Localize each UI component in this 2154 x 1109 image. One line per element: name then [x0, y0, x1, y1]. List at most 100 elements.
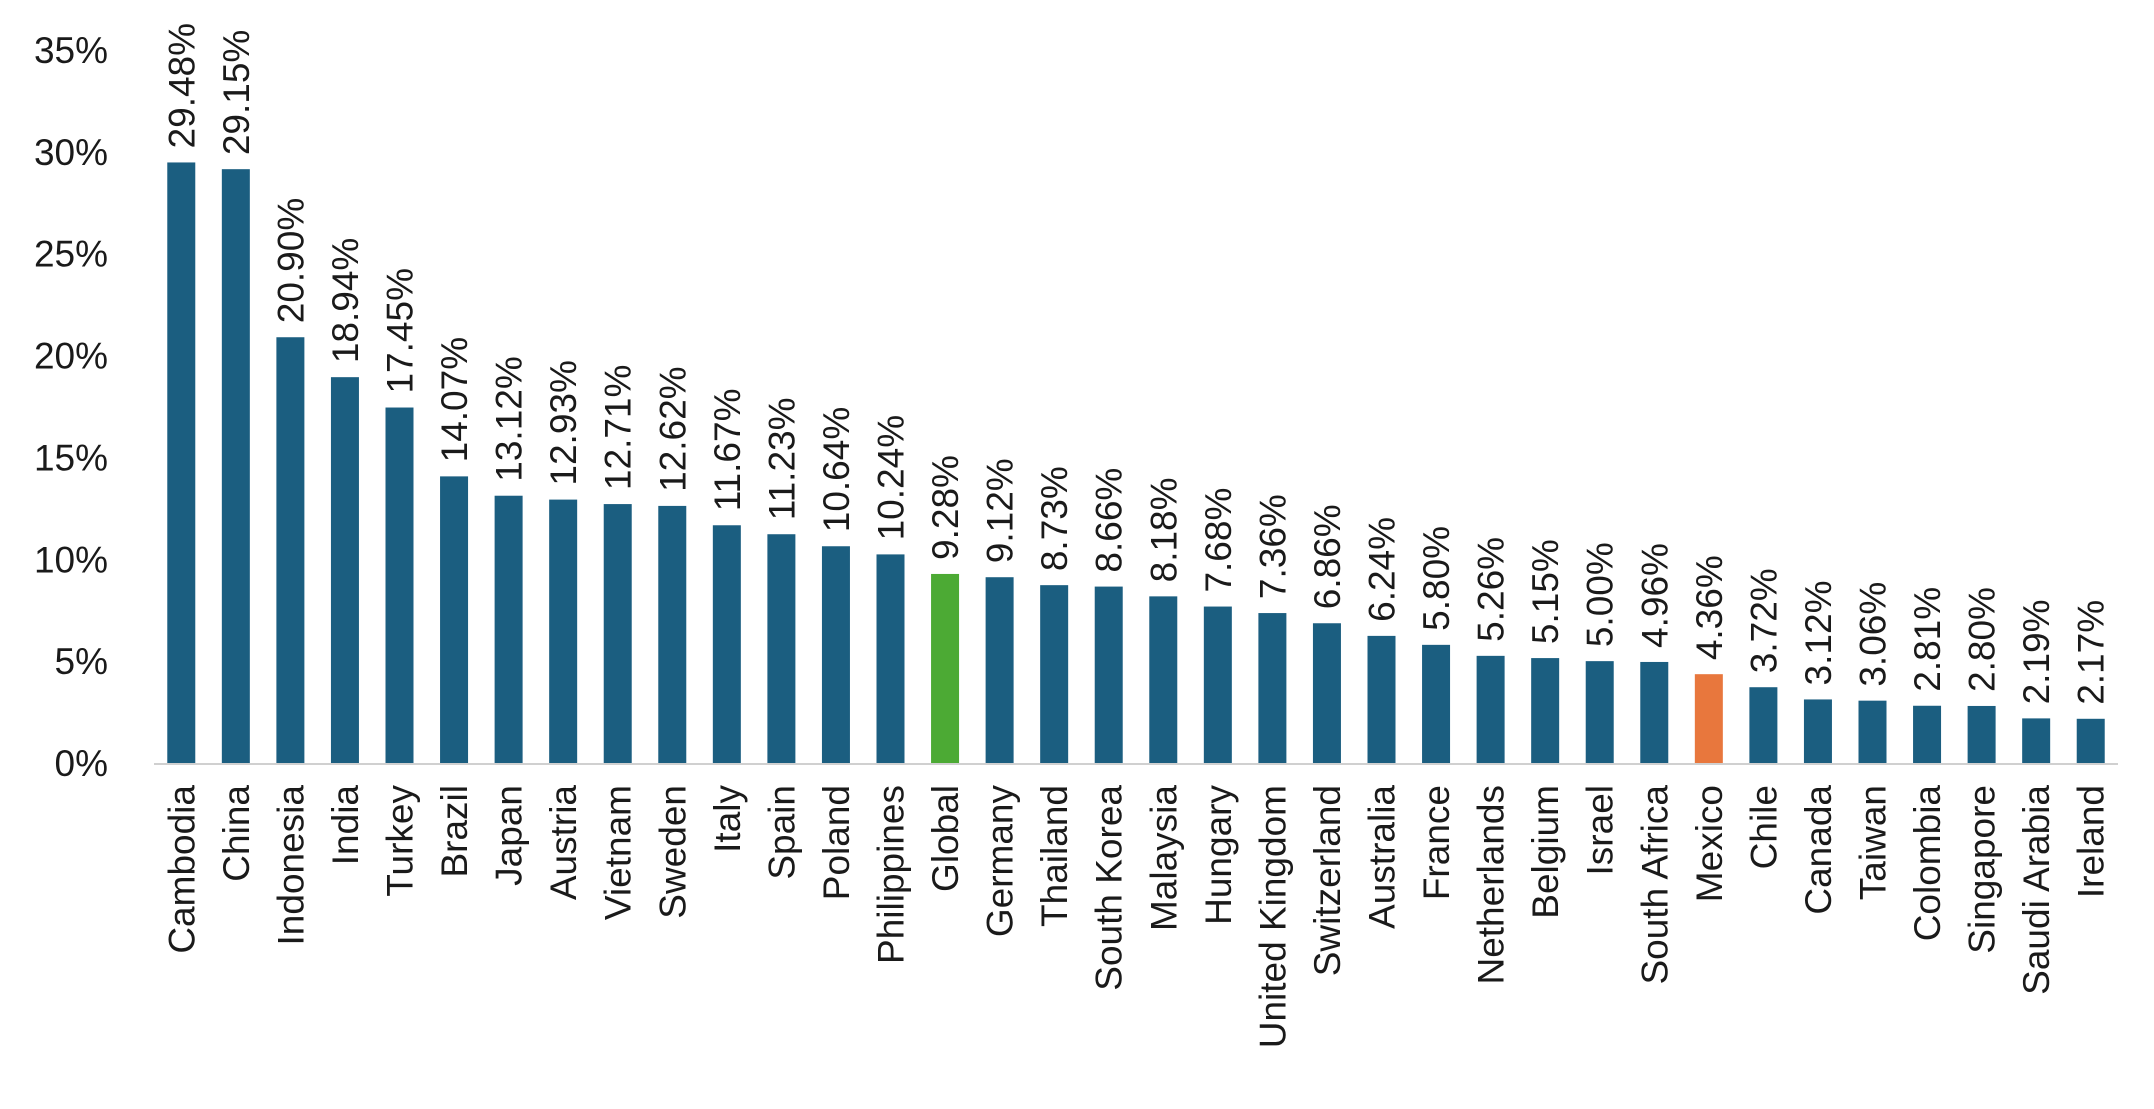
x-tick-label: Turkey [380, 785, 421, 897]
data-label: 6.24% [1362, 517, 1403, 622]
bar [1203, 606, 1232, 763]
bar [821, 546, 850, 763]
bar [330, 377, 359, 763]
bar [1422, 644, 1451, 763]
y-tick-label: 30% [34, 132, 108, 173]
data-label: 11.23% [761, 397, 802, 520]
data-label: 7.68% [1198, 488, 1239, 593]
bar [221, 169, 250, 763]
data-label: 17.45% [380, 268, 421, 394]
data-label: 7.36% [1252, 494, 1293, 599]
x-axis: Cambodia China Indonesia India Turkey Brazil J… [161, 785, 2111, 1049]
bar [1967, 705, 1996, 763]
data-label: 5.26% [1471, 537, 1512, 642]
x-tick-label: Spain [761, 785, 802, 880]
bar [385, 407, 414, 763]
data-label: 13.12% [489, 356, 530, 482]
x-tick-label: Belgium [1525, 785, 1566, 919]
bar [1040, 585, 1069, 763]
x-tick-label: Switzerland [1307, 785, 1348, 976]
x-tick-label: Taiwan [1853, 785, 1894, 900]
x-tick-label: Ireland [2071, 785, 2112, 898]
x-tick-label: Saudi Arabia [2016, 785, 2057, 995]
x-tick-label: China [216, 785, 257, 882]
y-tick-label: 20% [34, 336, 108, 377]
bar [276, 337, 305, 763]
x-tick-label: Japan [489, 785, 530, 886]
x-tick-label: France [1416, 785, 1457, 900]
x-tick-label: South Korea [1089, 785, 1130, 991]
bar [1858, 700, 1887, 763]
data-label: 3.72% [1743, 568, 1784, 673]
x-tick-label: Malaysia [1143, 785, 1184, 931]
data-label: 5.15% [1525, 539, 1566, 644]
x-tick-label: Netherlands [1471, 785, 1512, 985]
x-tick-label: Sweden [652, 785, 693, 919]
x-tick-label: Thailand [1034, 785, 1075, 927]
bar [549, 499, 578, 763]
x-tick-label: Vietnam [598, 785, 639, 920]
x-tick-label: Italy [707, 785, 748, 853]
x-tick-label: South Africa [1634, 785, 1675, 985]
data-label: 2.17% [2071, 600, 2112, 705]
y-axis: 0% 5% 10% 15% 20% 25% 30% 35% [34, 30, 108, 784]
x-tick-label: Global [925, 785, 966, 892]
bar [767, 534, 796, 763]
data-label: 12.93% [543, 360, 584, 486]
bar [1913, 705, 1942, 763]
data-label: 10.24% [871, 415, 912, 541]
x-tick-label: Singapore [1962, 785, 2003, 954]
data-label: 2.19% [2016, 599, 2057, 704]
data-label: 20.90% [270, 198, 311, 324]
data-label: 5.00% [1580, 542, 1621, 647]
bar [167, 162, 196, 763]
bar [985, 577, 1014, 763]
data-label: 9.12% [980, 458, 1021, 563]
x-tick-label: Hungary [1198, 785, 1239, 925]
x-tick-label: Chile [1743, 785, 1784, 869]
data-label: 4.36% [1689, 555, 1730, 660]
data-label: 4.96% [1634, 543, 1675, 648]
data-label: 2.81% [1907, 587, 1948, 692]
x-tick-label: Canada [1798, 785, 1839, 915]
x-tick-label: Poland [816, 785, 857, 900]
x-tick-label: Brazil [434, 785, 475, 878]
data-label: 3.06% [1853, 582, 1894, 687]
bar [931, 573, 960, 763]
x-tick-label: United Kingdom [1252, 785, 1293, 1048]
bar [1258, 613, 1287, 763]
bar [1694, 674, 1723, 763]
data-label: 14.07% [434, 337, 475, 463]
bar [1367, 635, 1396, 763]
bar [1094, 586, 1123, 763]
bar [1476, 655, 1505, 763]
data-label: 12.62% [652, 366, 693, 492]
x-tick-label: Austria [543, 785, 584, 901]
bar [1312, 623, 1341, 763]
y-tick-label: 25% [34, 234, 108, 275]
y-tick-label: 10% [34, 539, 108, 580]
bar [440, 476, 469, 763]
x-tick-label: Israel [1580, 785, 1621, 875]
data-label: 8.66% [1089, 468, 1130, 573]
data-label: 2.80% [1962, 587, 2003, 692]
bar [658, 505, 687, 763]
x-tick-label: Colombia [1907, 785, 1948, 942]
data-label: 3.12% [1798, 581, 1839, 686]
bar [494, 495, 523, 763]
bar [603, 504, 632, 763]
data-label: 8.18% [1143, 477, 1184, 582]
data-label: 29.15% [216, 30, 257, 155]
x-tick-label: Cambodia [161, 785, 202, 954]
bars [167, 162, 2105, 763]
data-label: 11.67% [707, 389, 748, 512]
bar [1149, 596, 1178, 763]
x-tick-label: Philippines [871, 785, 912, 964]
bar [1585, 661, 1614, 763]
bar [2076, 718, 2105, 763]
x-tick-label: Germany [980, 785, 1021, 938]
bar [2022, 718, 2051, 763]
x-tick-label: India [325, 785, 366, 866]
data-label: 29.48% [161, 23, 202, 149]
